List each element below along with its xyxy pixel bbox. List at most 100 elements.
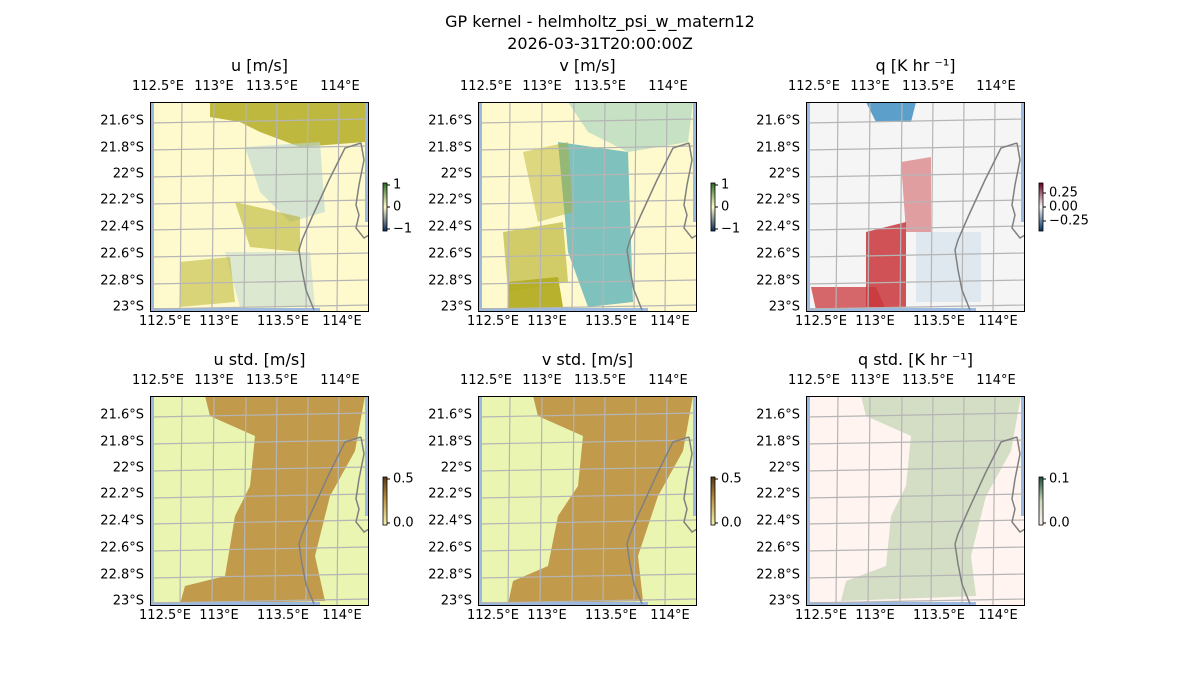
- y-tick-label: 22.8°S: [428, 273, 472, 289]
- y-tick-label: 21.8°S: [100, 140, 144, 156]
- field-region: [503, 222, 568, 292]
- x-tick-label-top: 113°E: [522, 79, 562, 94]
- boundary-strip: [693, 396, 697, 516]
- x-tick-label-bottom: 113°E: [199, 314, 239, 329]
- colorbar-gradient: [382, 182, 388, 232]
- y-tick-label: 22.6°S: [756, 246, 800, 262]
- x-tick-label-top: 114°E: [648, 373, 688, 388]
- gridline-lat: [149, 546, 370, 552]
- x-tick-label-top: 112.5°E: [132, 373, 184, 388]
- x-tick-label-bottom: 113°E: [527, 314, 567, 329]
- coastline: [298, 436, 370, 605]
- gridline-lat: [477, 598, 698, 604]
- gridline-lon: [633, 395, 637, 607]
- y-tick-label: 21.6°S: [100, 113, 144, 129]
- gridline-lat: [149, 118, 370, 124]
- gridline-lon: [602, 395, 606, 607]
- gridline-lon: [867, 101, 871, 313]
- y-tick-label: 22.2°S: [756, 192, 800, 208]
- x-tick-label-bottom: 114°E: [650, 314, 690, 329]
- x-tick-label-bottom: 112.5°E: [467, 608, 519, 623]
- gridline-lat: [149, 199, 370, 205]
- gridline-lon: [992, 395, 996, 607]
- x-tick-label-top: 114°E: [320, 373, 360, 388]
- gridline-lat: [477, 573, 698, 579]
- gridline-lon: [539, 101, 543, 313]
- x-tick-label-bottom: 114°E: [322, 608, 362, 623]
- colorbar-tick-label: −1: [393, 221, 413, 237]
- coastline: [954, 436, 1026, 605]
- colorbar: [382, 476, 390, 526]
- y-tick-label: 22.8°S: [756, 567, 800, 583]
- gridline-lat: [477, 412, 698, 418]
- colorbar-gradient: [382, 476, 388, 526]
- gridline-lat: [149, 145, 370, 151]
- gridline-lat: [149, 439, 370, 445]
- figure-title: GP kernel - helmholtz_psi_w_matern12: [445, 12, 755, 31]
- y-tick-label: 23°S: [768, 299, 800, 315]
- colorbar-gradient: [710, 476, 716, 526]
- boundary-strip: [365, 102, 369, 222]
- gridline-lat: [477, 546, 698, 552]
- gridline-lon: [507, 395, 511, 607]
- gridline-lon: [179, 395, 183, 607]
- gridline-lat: [149, 519, 370, 525]
- y-tick-label: 22°S: [440, 460, 472, 476]
- colorbar-tick-label: 0.5: [721, 471, 742, 487]
- y-tick-label: 21.8°S: [756, 434, 800, 450]
- x-tick-label-top: 112.5°E: [788, 373, 840, 388]
- map-panel: [149, 395, 370, 607]
- gridline-lat: [805, 598, 1026, 604]
- gridline-lat: [477, 225, 698, 231]
- x-tick-label-bottom: 113°E: [855, 314, 895, 329]
- gridline-lat: [149, 493, 370, 499]
- colorbar-tick-label: 0.1: [1049, 471, 1070, 487]
- coastline: [626, 142, 698, 311]
- gridline-lon: [664, 101, 668, 313]
- gridline-lon: [336, 395, 340, 607]
- y-tick-label: 22°S: [112, 166, 144, 182]
- y-tick-label: 22.6°S: [100, 246, 144, 262]
- y-tick-label: 21.8°S: [428, 140, 472, 156]
- x-tick-label-bottom: 113.5°E: [585, 314, 637, 329]
- gridline-lat: [149, 225, 370, 231]
- gridline-lat: [805, 252, 1026, 258]
- figure-subtitle: 2026-03-31T20:00:00Z: [507, 34, 693, 53]
- boundary-strip: [1021, 102, 1025, 222]
- y-tick-label: 22°S: [440, 166, 472, 182]
- axes-frame: [806, 102, 1025, 312]
- y-tick-label: 22.2°S: [428, 192, 472, 208]
- gridline-lon: [992, 101, 996, 313]
- gridline-lon: [243, 101, 247, 313]
- boundary-strip: [150, 602, 320, 606]
- gridline-lat: [149, 304, 370, 310]
- gridline-lat: [805, 225, 1026, 231]
- gridline-lon: [179, 101, 183, 313]
- field-region: [866, 102, 916, 122]
- field-region: [558, 142, 633, 307]
- y-tick-label: 22.4°S: [100, 219, 144, 235]
- boundary-strip: [693, 102, 697, 222]
- gridline-lon: [274, 101, 278, 313]
- y-tick-label: 22.6°S: [756, 540, 800, 556]
- y-tick-label: 22.4°S: [428, 513, 472, 529]
- gridline-lat: [805, 573, 1026, 579]
- y-tick-label: 22.2°S: [100, 486, 144, 502]
- coastline: [626, 436, 698, 605]
- gridline-lat: [477, 118, 698, 124]
- x-tick-label-top: 113.5°E: [902, 79, 954, 94]
- map-panel: [805, 395, 1026, 607]
- gridline-lat: [805, 145, 1026, 151]
- boundary-strip: [150, 396, 154, 606]
- boundary-strip: [806, 102, 810, 312]
- y-tick-label: 21.8°S: [100, 434, 144, 450]
- gridline-lat: [805, 519, 1026, 525]
- colorbar-tick-label: 1: [721, 177, 730, 193]
- gridline-lon: [507, 101, 511, 313]
- field-region: [901, 157, 931, 232]
- x-tick-label-top: 114°E: [648, 79, 688, 94]
- field-region: [568, 102, 693, 152]
- y-tick-label: 22.8°S: [428, 567, 472, 583]
- x-tick-label-bottom: 113°E: [855, 608, 895, 623]
- gridline-lat: [477, 252, 698, 258]
